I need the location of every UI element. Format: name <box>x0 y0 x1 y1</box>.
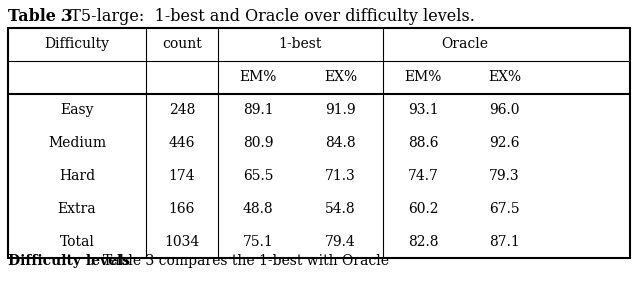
Text: Table 3: Table 3 <box>8 8 72 25</box>
Text: EX%: EX% <box>324 70 357 84</box>
Text: 65.5: 65.5 <box>243 169 273 183</box>
Text: Extra: Extra <box>58 202 96 216</box>
Text: 48.8: 48.8 <box>243 202 273 216</box>
Text: Medium: Medium <box>48 136 106 150</box>
Text: Difficulty: Difficulty <box>45 37 109 51</box>
Text: 74.7: 74.7 <box>408 169 438 183</box>
Text: 1034: 1034 <box>164 235 200 248</box>
Text: 248: 248 <box>169 103 195 117</box>
Text: 54.8: 54.8 <box>325 202 356 216</box>
Text: 446: 446 <box>169 136 195 150</box>
Text: EM%: EM% <box>404 70 442 84</box>
Text: 174: 174 <box>169 169 195 183</box>
Text: count: count <box>162 37 202 51</box>
Text: 93.1: 93.1 <box>408 103 438 117</box>
Text: 96.0: 96.0 <box>489 103 520 117</box>
Text: Hard: Hard <box>59 169 95 183</box>
Text: 67.5: 67.5 <box>489 202 520 216</box>
Text: . T5-large:  1-best and Oracle over difficulty levels.: . T5-large: 1-best and Oracle over diffi… <box>60 8 475 25</box>
Text: 80.9: 80.9 <box>243 136 273 150</box>
Text: 88.6: 88.6 <box>408 136 438 150</box>
Text: 60.2: 60.2 <box>408 202 438 216</box>
Text: 79.4: 79.4 <box>325 235 356 248</box>
Text: 91.9: 91.9 <box>325 103 356 117</box>
Text: 87.1: 87.1 <box>489 235 520 248</box>
Text: Easy: Easy <box>60 103 93 117</box>
Text: 75.1: 75.1 <box>243 235 273 248</box>
Text: 84.8: 84.8 <box>325 136 356 150</box>
Text: 92.6: 92.6 <box>489 136 520 150</box>
Text: 82.8: 82.8 <box>408 235 438 248</box>
Text: 1-best: 1-best <box>279 37 322 51</box>
Text: 71.3: 71.3 <box>325 169 356 183</box>
Text: Total: Total <box>60 235 95 248</box>
Text: EX%: EX% <box>488 70 521 84</box>
Text: 166: 166 <box>169 202 195 216</box>
Text: Difficulty levels: Difficulty levels <box>8 254 130 268</box>
Text: .  Table 3 compares the 1-best with Oracle: . Table 3 compares the 1-best with Oracl… <box>90 254 389 268</box>
Text: Oracle: Oracle <box>441 37 488 51</box>
Text: EM%: EM% <box>239 70 276 84</box>
Text: 79.3: 79.3 <box>489 169 520 183</box>
Text: 89.1: 89.1 <box>243 103 273 117</box>
